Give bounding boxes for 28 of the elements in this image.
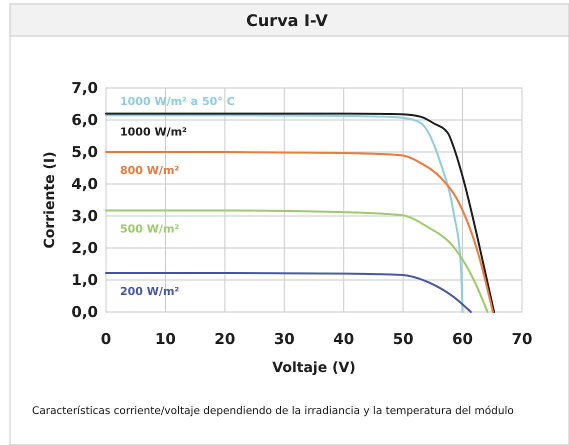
series-label: 1000 W/m² <box>120 126 188 139</box>
x-tick-label: 0 <box>100 330 112 348</box>
y-tick-label: 3,0 <box>71 207 98 225</box>
series-label: 1000 W/m² a 50° C <box>120 95 235 108</box>
x-tick-label: 70 <box>512 330 532 348</box>
x-tick-label: 40 <box>333 330 354 348</box>
x-tick-label: 10 <box>154 330 176 348</box>
y-tick-label: 1,0 <box>71 271 98 289</box>
line-series <box>105 272 472 313</box>
x-tick-label: 30 <box>274 330 295 348</box>
x-axis-title: Voltaje (V) <box>272 360 356 376</box>
y-tick-label: 2,0 <box>71 239 98 257</box>
y-tick-label: 5,0 <box>71 143 98 161</box>
y-tick-label: 6,0 <box>71 111 98 129</box>
y-tick-label: 4,0 <box>71 175 98 193</box>
text: Características corriente/voltaje dependiendo de la irradiancia y la temperatura del módulo <box>32 405 514 417</box>
chart-title: Curva I-V <box>246 11 328 30</box>
line-series <box>105 151 494 313</box>
series-label: 800 W/m² <box>120 164 180 177</box>
x-tick-label: 20 <box>214 330 236 348</box>
y-tick-label: 0,0 <box>71 303 98 321</box>
y-axis-title: Corriente (I) <box>42 151 58 249</box>
x-tick-label: 50 <box>392 330 414 348</box>
x-tick-label: 60 <box>452 330 474 348</box>
line-series <box>105 210 489 313</box>
series-label: 500 W/m² <box>120 222 180 236</box>
y-tick-label: 7,0 <box>71 79 98 97</box>
series-label: 200 W/m² <box>120 284 180 298</box>
